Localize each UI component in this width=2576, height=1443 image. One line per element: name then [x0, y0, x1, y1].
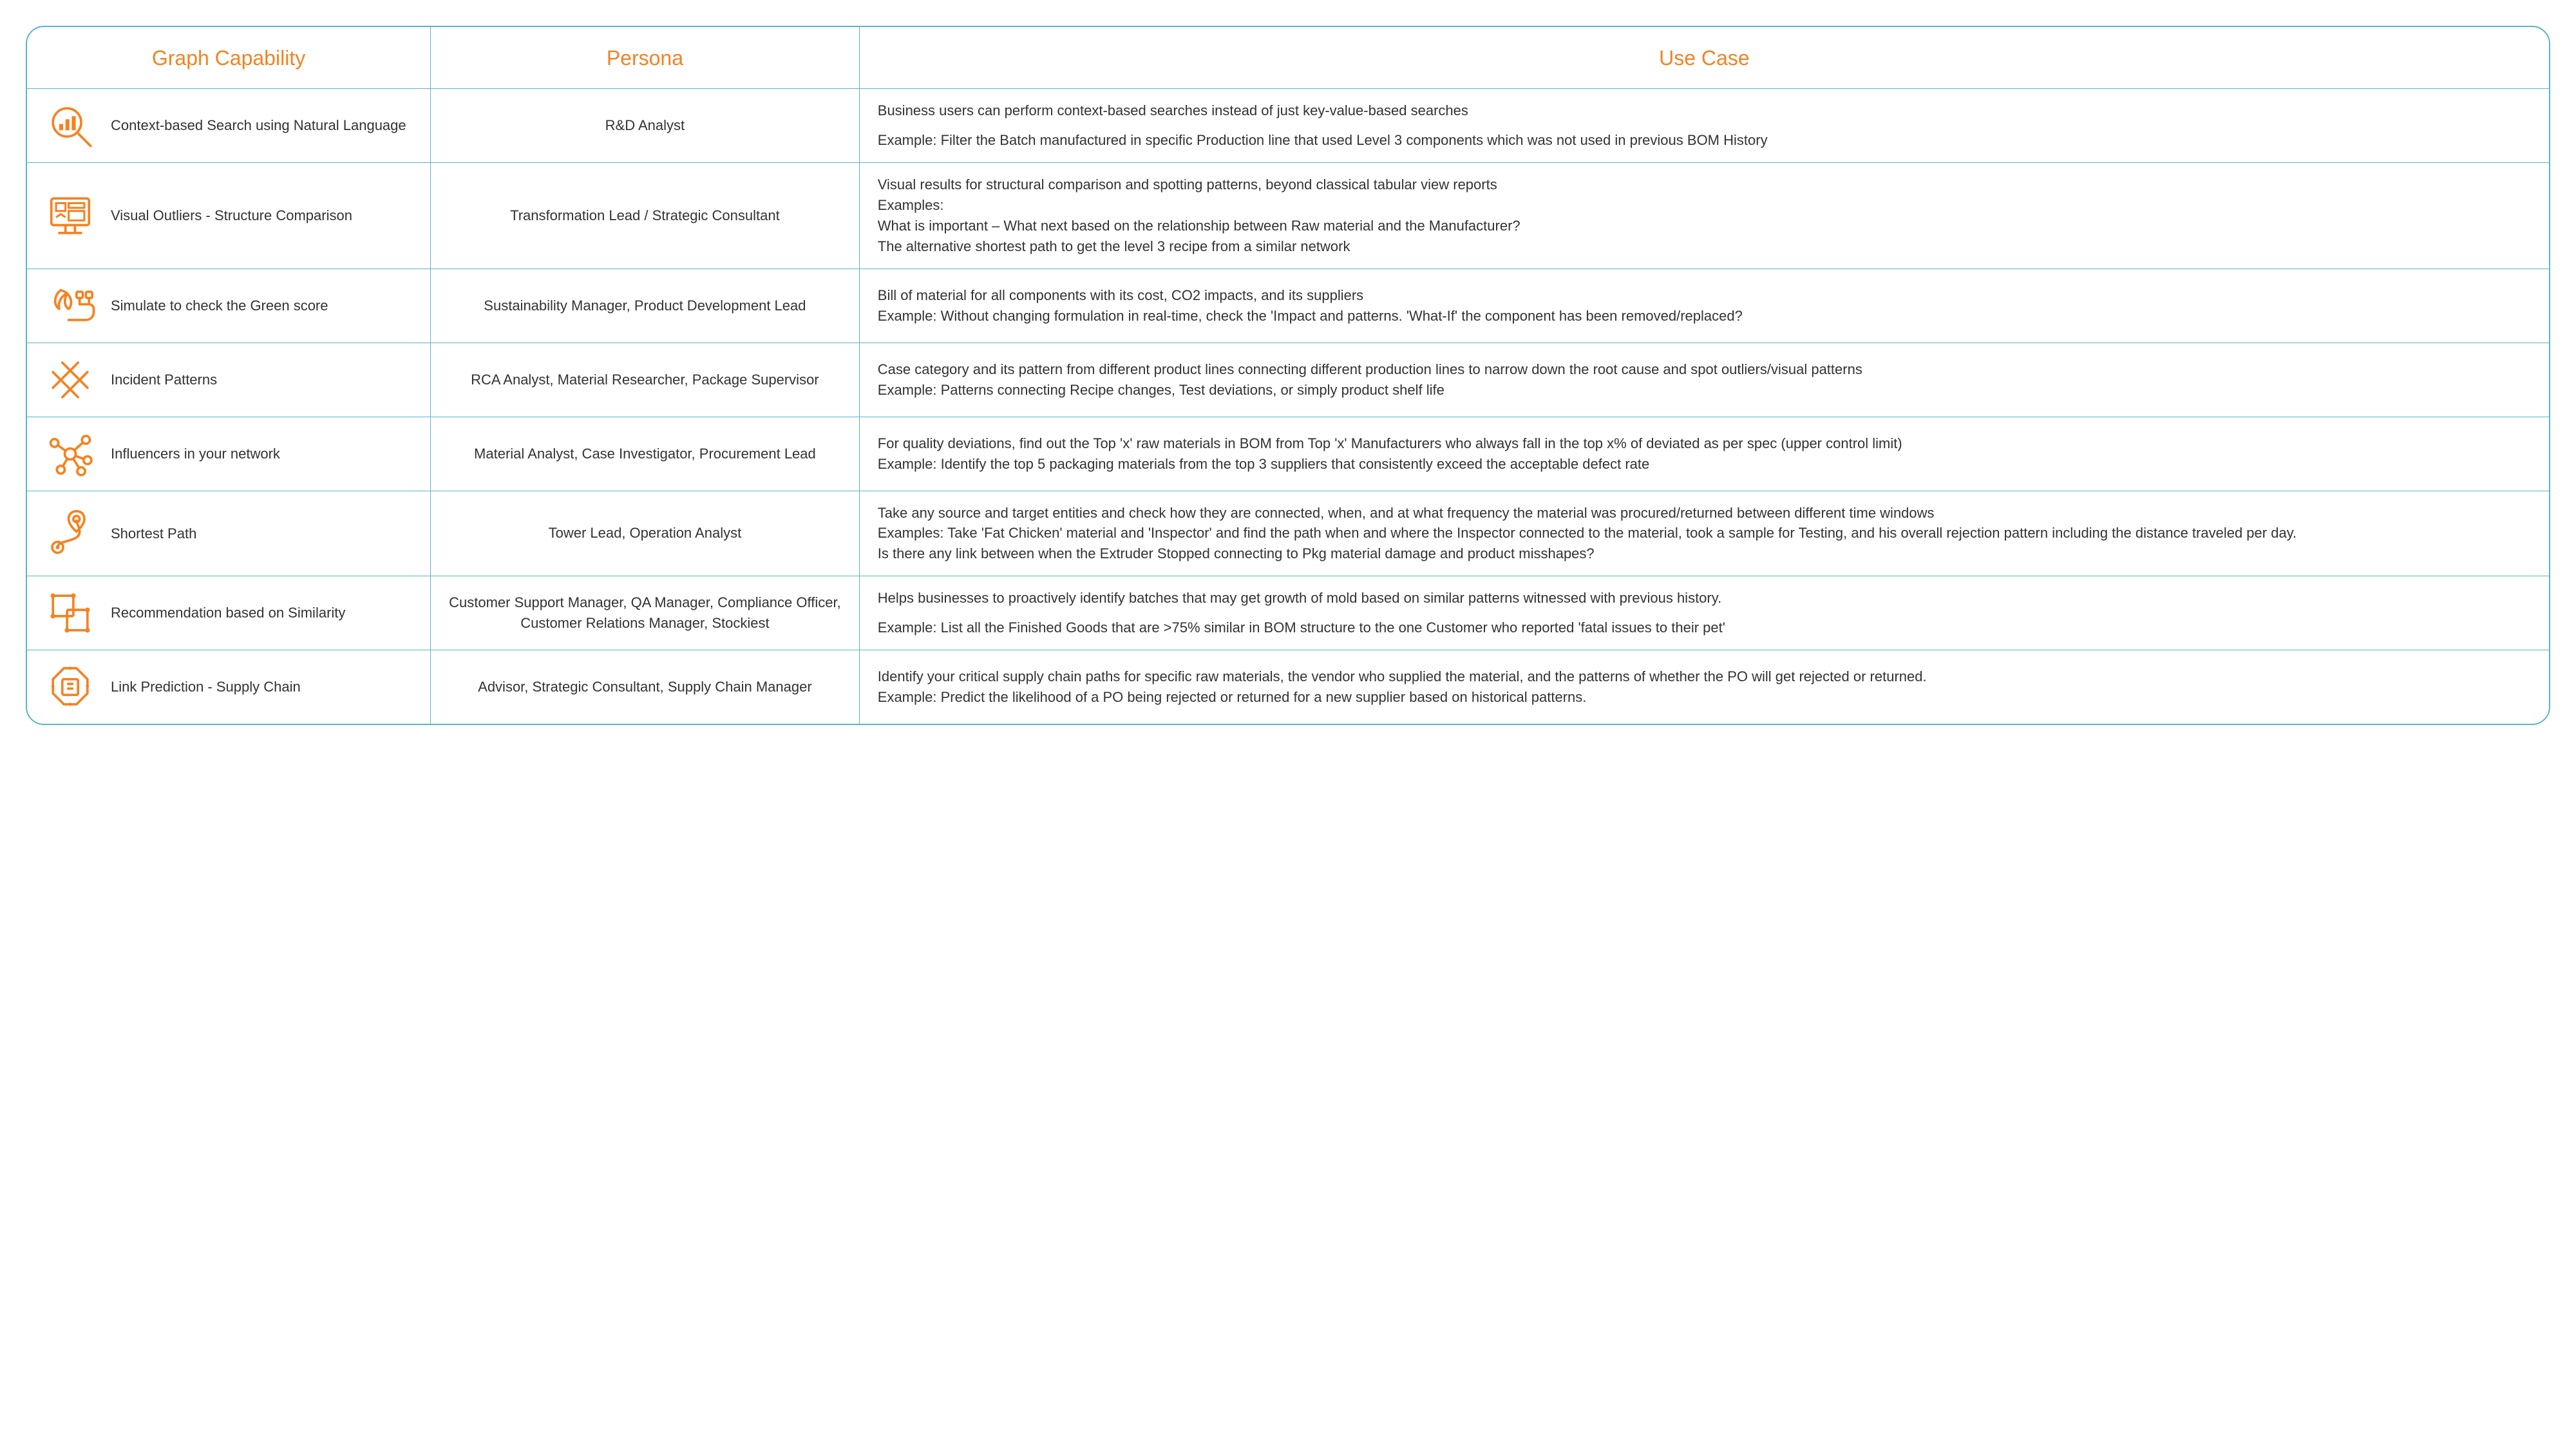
table-row: Context-based Search using Natural Langu… [27, 89, 2549, 163]
header-capability: Graph Capability [27, 27, 431, 89]
capability-label: Shortest Path [111, 524, 196, 543]
usecase-cell: For quality deviations, find out the Top… [859, 417, 2549, 491]
table-row: Recommendation based on Similarity Custom… [27, 576, 2549, 650]
usecase-cell: Visual results for structural comparison… [859, 163, 2549, 269]
capability-cell: Influencers in your network [27, 417, 431, 491]
capability-table-frame: Graph Capability Persona Use Case Contex… [26, 26, 2550, 725]
usecase-cell: Identify your critical supply chain path… [859, 650, 2549, 724]
table-row: Shortest Path Tower Lead, Operation Analy… [27, 491, 2549, 576]
pattern-icon [45, 355, 95, 405]
usecase-text: Example: List all the Finished Goods tha… [878, 618, 2531, 638]
usecase-cell: Helps businesses to proactively identify… [859, 576, 2549, 650]
persona-cell: R&D Analyst [431, 89, 860, 163]
table-row: Simulate to check the Green score Sustain… [27, 269, 2549, 343]
green-icon [45, 281, 95, 331]
capability-table: Graph Capability Persona Use Case Contex… [27, 27, 2549, 724]
similar-icon [45, 588, 95, 638]
persona-cell: Transformation Lead / Strategic Consulta… [431, 163, 860, 269]
usecase-text: Case category and its pattern from diffe… [878, 359, 2531, 401]
table-row: Incident Patterns RCA Analyst, Material R… [27, 343, 2549, 417]
usecase-text: Business users can perform context-based… [878, 100, 2531, 121]
header-persona: Persona [431, 27, 860, 89]
search-icon [45, 100, 95, 151]
network-icon [45, 429, 95, 479]
persona-cell: Tower Lead, Operation Analyst [431, 491, 860, 576]
capability-cell: Simulate to check the Green score [27, 269, 431, 343]
table-row: Influencers in your network Material Anal… [27, 417, 2549, 491]
capability-cell: Link Prediction - Supply Chain [27, 650, 431, 724]
persona-cell: Material Analyst, Case Investigator, Pro… [431, 417, 860, 491]
persona-cell: Sustainability Manager, Product Developm… [431, 269, 860, 343]
usecase-text: Visual results for structural comparison… [878, 174, 2531, 257]
usecase-cell: Take any source and target entities and … [859, 491, 2549, 576]
usecase-cell: Case category and its pattern from diffe… [859, 343, 2549, 417]
usecase-cell: Bill of material for all components with… [859, 269, 2549, 343]
usecase-text: Example: Filter the Batch manufactured i… [878, 130, 2531, 151]
capability-label: Visual Outliers - Structure Comparison [111, 206, 352, 225]
table-row: Visual Outliers - Structure Comparison Tr… [27, 163, 2549, 269]
usecase-text: Take any source and target entities and … [878, 503, 2531, 565]
capability-label: Recommendation based on Similarity [111, 603, 345, 623]
capability-cell: Incident Patterns [27, 343, 431, 417]
usecase-text: For quality deviations, find out the Top… [878, 433, 2531, 475]
route-icon [45, 508, 95, 558]
usecase-cell: Business users can perform context-based… [859, 89, 2549, 163]
capability-label: Incident Patterns [111, 370, 217, 390]
persona-cell: RCA Analyst, Material Researcher, Packag… [431, 343, 860, 417]
chip-icon [45, 662, 95, 712]
persona-cell: Advisor, Strategic Consultant, Supply Ch… [431, 650, 860, 724]
header-usecase: Use Case [859, 27, 2549, 89]
persona-cell: Customer Support Manager, QA Manager, Co… [431, 576, 860, 650]
capability-label: Context-based Search using Natural Langu… [111, 116, 406, 135]
capability-cell: Visual Outliers - Structure Comparison [27, 163, 431, 269]
usecase-text: Bill of material for all components with… [878, 285, 2531, 326]
usecase-text: Helps businesses to proactively identify… [878, 588, 2531, 608]
capability-cell: Recommendation based on Similarity [27, 576, 431, 650]
capability-label: Influencers in your network [111, 444, 280, 464]
table-row: Link Prediction - Supply Chain Advisor, S… [27, 650, 2549, 724]
capability-cell: Shortest Path [27, 491, 431, 576]
capability-label: Link Prediction - Supply Chain [111, 677, 301, 697]
capability-cell: Context-based Search using Natural Langu… [27, 89, 431, 163]
capability-label: Simulate to check the Green score [111, 296, 328, 316]
usecase-text: Identify your critical supply chain path… [878, 666, 2531, 708]
dashboard-icon [45, 191, 95, 241]
